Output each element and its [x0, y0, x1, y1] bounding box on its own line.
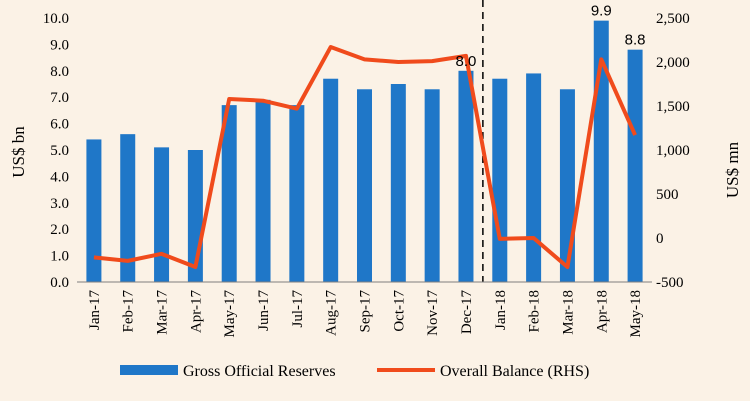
bar-dec-17 — [458, 70, 474, 282]
left-tick-label: 6.0 — [50, 117, 69, 133]
bar-feb-17 — [120, 134, 136, 282]
data-labels: 8.0 9.9 8.8 — [456, 3, 646, 70]
right-axis-title: US$ mn — [723, 141, 742, 198]
data-label: 8.8 — [625, 32, 646, 49]
legend: Gross Official Reserves Overall Balance … — [120, 363, 589, 380]
x-tick-label: Feb-18 — [527, 290, 543, 333]
legend-label-reserves: Gross Official Reserves — [183, 363, 336, 380]
x-tick-label: Jan-17 — [87, 290, 103, 330]
left-tick-label: 2.0 — [50, 222, 69, 238]
left-tick-label: 10.0 — [43, 11, 69, 27]
bar-feb-18 — [526, 73, 542, 282]
data-label: 9.9 — [591, 3, 612, 20]
left-tick-label: 4.0 — [50, 169, 69, 185]
legend-swatch-reserves — [120, 365, 178, 375]
bar-may-17 — [221, 105, 237, 283]
x-tick-label: May-18 — [628, 290, 644, 338]
x-tick-label: May-17 — [222, 290, 238, 338]
right-tick-label: 2,500 — [656, 11, 690, 27]
bar-nov-17 — [424, 89, 440, 282]
right-tick-label: 0 — [656, 231, 664, 247]
x-tick-label: Dec-17 — [459, 290, 475, 335]
bar-series — [86, 20, 643, 283]
left-axis-title: US$ bn — [9, 126, 28, 178]
x-tick-label: Apr-17 — [188, 290, 204, 334]
bar-aug-17 — [323, 78, 339, 282]
x-axis-ticks: Jan-17 Feb-17 Mar-17 Apr-17 May-17 Jun-17 Jul-… — [87, 290, 644, 338]
bar-oct-17 — [390, 84, 406, 282]
right-tick-label: -500 — [656, 275, 684, 291]
left-tick-label: 1.0 — [50, 249, 69, 265]
left-tick-label: 3.0 — [50, 196, 69, 212]
data-label: 8.0 — [456, 53, 477, 70]
overall-balance-line — [93, 45, 637, 270]
left-tick-label: 8.0 — [50, 64, 69, 80]
x-tick-label: Nov-17 — [425, 290, 441, 336]
right-tick-label: 1,500 — [656, 99, 690, 115]
bar-mar-18 — [559, 89, 575, 282]
x-tick-label: Mar-18 — [560, 290, 576, 335]
right-tick-label: 1,000 — [656, 143, 690, 159]
left-tick-label: 5.0 — [50, 143, 69, 159]
left-tick-label: 0.0 — [50, 275, 69, 291]
x-tick-label: Aug-17 — [324, 290, 340, 336]
x-tick-label: Mar-17 — [155, 290, 171, 335]
left-axis-ticks: 0.0 1.0 2.0 3.0 4.0 5.0 6.0 7.0 8.0 9.0 10.0 — [43, 11, 69, 291]
bar-mar-17 — [154, 147, 170, 282]
right-axis-ticks: -500 0 500 1,000 1,500 2,000 2,500 — [656, 11, 690, 291]
x-tick-label: Sep-17 — [358, 290, 374, 333]
bar-sep-17 — [357, 89, 372, 282]
x-tick-label: Oct-17 — [391, 290, 407, 332]
right-tick-label: 2,000 — [656, 55, 690, 71]
bar-jun-17 — [255, 99, 271, 282]
x-tick-label: Apr-18 — [594, 290, 610, 333]
bar-jul-17 — [289, 105, 305, 283]
bar-may-18 — [627, 49, 643, 283]
right-tick-label: 500 — [656, 187, 679, 203]
bar-jan-18 — [492, 78, 508, 282]
x-tick-label: Jun-17 — [256, 290, 272, 331]
legend-label-balance: Overall Balance (RHS) — [440, 363, 589, 380]
left-tick-label: 7.0 — [50, 90, 69, 106]
x-tick-label: Feb-17 — [121, 290, 137, 333]
bar-jan-17 — [86, 139, 102, 282]
x-tick-label: Jan-18 — [493, 290, 509, 330]
left-tick-label: 9.0 — [50, 37, 69, 53]
x-tick-label: Jul-17 — [290, 290, 306, 328]
